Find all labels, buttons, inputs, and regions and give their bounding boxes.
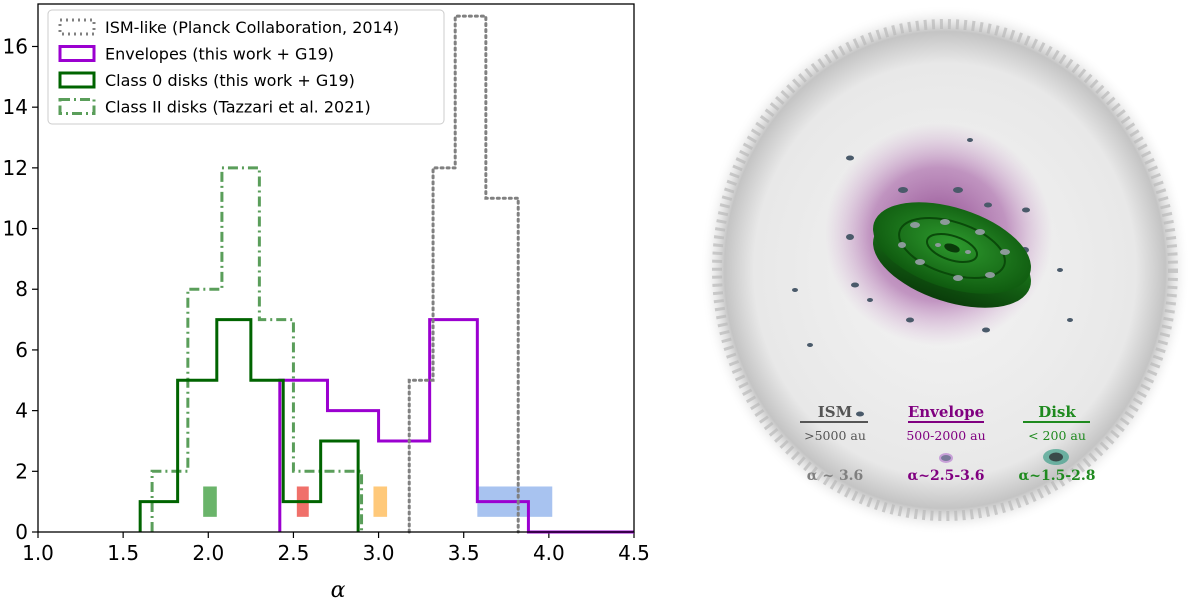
histogram-series-line: [150, 166, 364, 532]
x-tick-label: 2.0: [192, 541, 224, 565]
grain-icon: [939, 453, 953, 463]
y-tick-label: 4: [15, 399, 28, 423]
envelope-label-group: Envelope 500-2000 au α~2.5-3.6: [906, 403, 985, 484]
ism-label: ISM: [818, 403, 852, 421]
envelope-scale: 500-2000 au: [906, 428, 985, 443]
scale-labels: ISM >5000 au α ~ 3.6 Envelope 500-2000 a…: [800, 403, 1096, 484]
legend-entry: Envelopes (this work + G19): [105, 45, 334, 64]
legend-swatch: [58, 71, 96, 89]
ism-scale: >5000 au: [804, 428, 866, 443]
x-tick-label: 1.0: [22, 541, 54, 565]
ism-label-group: ISM >5000 au α ~ 3.6: [800, 403, 868, 484]
range-box: [203, 486, 217, 517]
y-tick-label: 2: [15, 459, 28, 483]
legend-entry: ISM-like (Planck Collaboration, 2014): [105, 18, 399, 37]
legend-swatch: [58, 45, 96, 62]
y-tick-label: 10: [3, 217, 28, 241]
histogram-series: [138, 14, 634, 534]
y-tick-label: 14: [3, 95, 28, 119]
x-tick-label: 1.5: [107, 541, 139, 565]
disk-scale: < 200 au: [1028, 428, 1086, 443]
histogram-series-line: [278, 318, 634, 534]
y-tick-label: 0: [15, 520, 28, 544]
tick-layer: 1.0 1.5 2.0 2.5 3.0 3.5 4.0 4.5 0 2 4 6 8 10 12 14 16: [3, 34, 650, 565]
y-tick-label: 16: [3, 34, 28, 58]
histogram-series-line: [407, 14, 520, 534]
x-tick-label: 4.0: [533, 541, 565, 565]
x-tick-label: 2.5: [278, 541, 310, 565]
legend-swatch: [58, 98, 96, 115]
disk-alpha: α~1.5-2.8: [1018, 468, 1095, 484]
disk-label: Disk: [1038, 403, 1076, 421]
y-tick-label: 12: [3, 156, 28, 180]
y-tick-label: 6: [15, 338, 28, 362]
x-axis-label: α: [331, 578, 346, 601]
legend: ISM-like (Planck Collaboration, 2014) Env…: [47, 9, 445, 125]
envelope-alpha: α~2.5-3.6: [907, 468, 984, 484]
envelope-label: Envelope: [908, 403, 984, 421]
ism-cloud-edge: [712, 19, 1178, 521]
legend-entry: Class 0 disks (this work + G19): [105, 71, 355, 90]
legend-entry: Class II disks (Tazzari et al. 2021): [105, 98, 371, 117]
disk-label-group: Disk < 200 au α~1.5-2.8: [1018, 403, 1095, 484]
grain-icon: [856, 411, 864, 417]
histogram-series-line: [138, 318, 360, 532]
protostar-illustration: ISM >5000 au α ~ 3.6 Envelope 500-2000 a…: [700, 5, 1190, 535]
range-box: [373, 486, 388, 517]
disk: [873, 202, 1031, 308]
x-tick-label: 3.0: [363, 541, 395, 565]
legend-frame: [47, 9, 445, 125]
x-tick-label: 4.5: [618, 541, 650, 565]
plot-frame: [37, 3, 635, 533]
y-tick-label: 8: [15, 277, 28, 301]
ism-alpha: α ~ 3.6: [807, 468, 864, 484]
x-tick-label: 3.5: [448, 541, 480, 565]
